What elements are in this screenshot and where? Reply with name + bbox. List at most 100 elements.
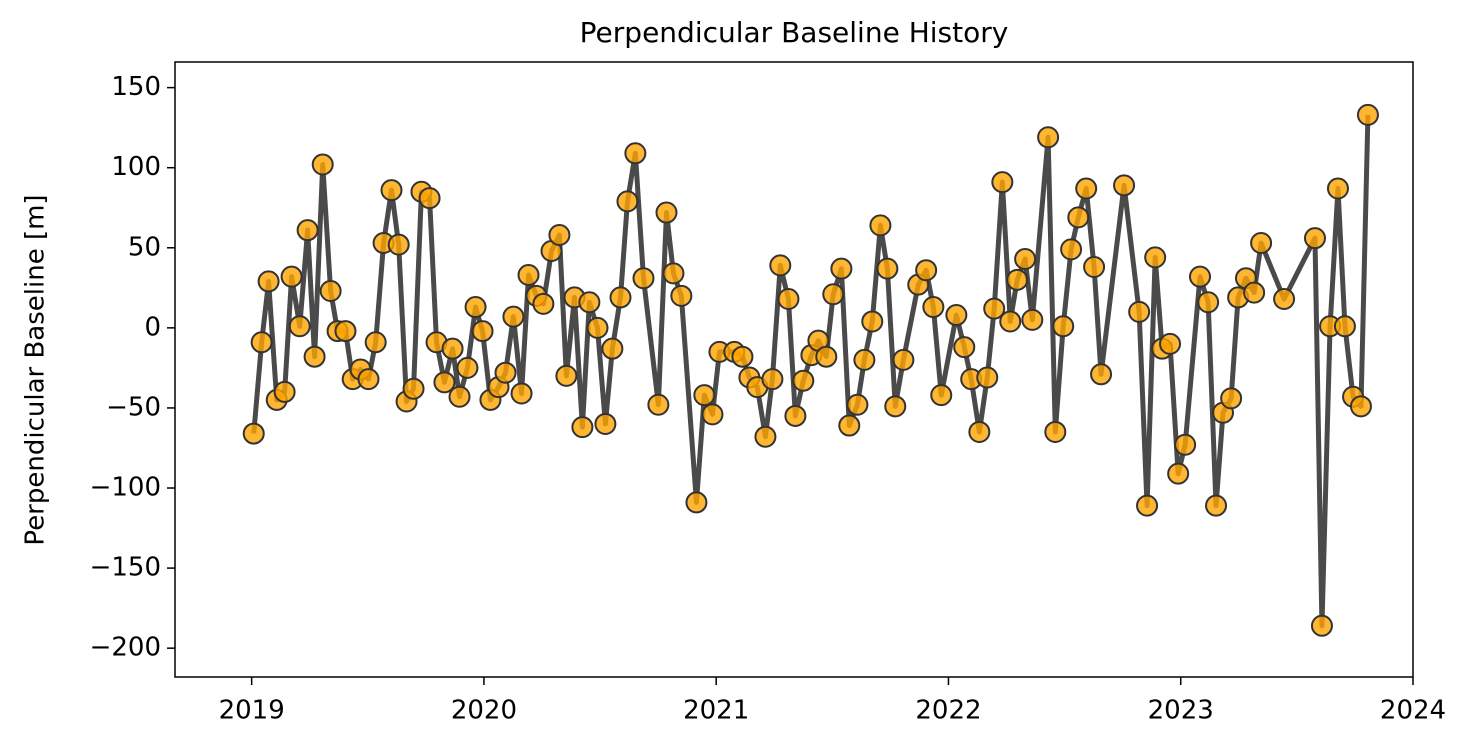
data-point bbox=[1083, 256, 1106, 278]
data-point bbox=[357, 368, 380, 391]
data-point bbox=[1128, 300, 1151, 323]
data-point bbox=[433, 371, 456, 394]
data-point bbox=[1197, 291, 1220, 314]
data-point bbox=[769, 254, 792, 277]
data-point bbox=[334, 320, 357, 343]
data-point bbox=[1159, 332, 1182, 355]
baseline-line bbox=[251, 114, 1371, 629]
data-point bbox=[616, 190, 639, 213]
y-tick-label: −200 bbox=[90, 633, 161, 663]
data-point bbox=[922, 296, 945, 319]
data-point bbox=[701, 403, 724, 426]
data-point bbox=[976, 366, 999, 389]
data-point bbox=[402, 377, 425, 400]
data-point bbox=[280, 265, 303, 288]
data-point bbox=[991, 171, 1014, 194]
data-point bbox=[1067, 206, 1090, 229]
data-point bbox=[303, 345, 326, 368]
data-point bbox=[632, 267, 655, 290]
data-point bbox=[1326, 177, 1349, 200]
data-point bbox=[731, 345, 754, 368]
data-point bbox=[532, 292, 555, 315]
data-point bbox=[387, 233, 410, 256]
data-point bbox=[364, 331, 387, 354]
x-tick-label: 2022 bbox=[915, 696, 981, 726]
data-point bbox=[670, 284, 693, 307]
x-tick-label: 2024 bbox=[1380, 696, 1446, 726]
data-point bbox=[983, 297, 1006, 320]
data-point bbox=[1144, 246, 1167, 269]
data-point bbox=[693, 384, 716, 407]
data-point bbox=[655, 201, 678, 224]
data-point bbox=[448, 385, 471, 408]
data-point bbox=[464, 296, 487, 319]
data-point bbox=[876, 257, 899, 280]
data-point bbox=[1090, 363, 1113, 386]
data-point bbox=[242, 422, 265, 445]
data-point bbox=[571, 416, 594, 439]
data-point bbox=[1220, 387, 1243, 410]
y-tick-label: 50 bbox=[128, 232, 161, 262]
data-point bbox=[548, 223, 571, 246]
data-point bbox=[1014, 247, 1037, 270]
data-point bbox=[456, 356, 479, 379]
data-point bbox=[853, 348, 876, 371]
data-point bbox=[754, 425, 777, 448]
data-point bbox=[930, 384, 953, 407]
data-point bbox=[609, 286, 632, 309]
data-point bbox=[761, 368, 784, 391]
data-point bbox=[1136, 494, 1159, 517]
data-point bbox=[968, 420, 991, 443]
data-point bbox=[861, 310, 884, 333]
data-point bbox=[273, 380, 296, 403]
data-point bbox=[601, 337, 624, 360]
data-point bbox=[578, 291, 601, 314]
plot-frame bbox=[174, 61, 1414, 678]
data-point bbox=[1205, 494, 1228, 517]
data-point bbox=[784, 404, 807, 427]
data-point bbox=[846, 393, 869, 416]
data-point bbox=[1310, 614, 1333, 637]
data-point bbox=[1021, 308, 1044, 331]
data-point bbox=[1075, 177, 1098, 200]
data-point bbox=[822, 283, 845, 306]
data-point bbox=[1189, 265, 1212, 288]
data-point bbox=[319, 280, 342, 303]
y-axis-label: Perpendicular Baseline [m] bbox=[21, 194, 51, 545]
data-point bbox=[1037, 126, 1060, 149]
data-point bbox=[494, 361, 517, 384]
y-tick-label: −100 bbox=[90, 473, 161, 503]
y-tick-label: −50 bbox=[106, 392, 161, 422]
data-point bbox=[257, 270, 280, 293]
data-point bbox=[1356, 103, 1379, 126]
data-point bbox=[471, 320, 494, 343]
data-point bbox=[502, 305, 525, 328]
data-point bbox=[1303, 227, 1326, 250]
data-point bbox=[777, 288, 800, 311]
data-point bbox=[792, 369, 815, 392]
data-point bbox=[999, 310, 1022, 333]
x-tick-label: 2023 bbox=[1148, 696, 1214, 726]
data-point bbox=[1060, 238, 1083, 261]
data-point bbox=[296, 219, 319, 242]
y-tick-label: 150 bbox=[111, 72, 161, 102]
data-point bbox=[1006, 268, 1029, 291]
data-point bbox=[838, 414, 861, 437]
data-point bbox=[555, 364, 578, 387]
data-point bbox=[1273, 288, 1296, 311]
data-point bbox=[624, 142, 647, 165]
data-point bbox=[869, 214, 892, 237]
data-point bbox=[647, 393, 670, 416]
y-tick-label: 0 bbox=[144, 312, 161, 342]
y-tick-label: 100 bbox=[111, 152, 161, 182]
data-point bbox=[1349, 395, 1372, 418]
data-point bbox=[1052, 315, 1075, 338]
data-point bbox=[1113, 174, 1136, 197]
x-tick-label: 2020 bbox=[451, 696, 517, 726]
data-point bbox=[418, 187, 441, 210]
chart-title: Perpendicular Baseline History bbox=[580, 16, 1009, 49]
data-point bbox=[953, 336, 976, 359]
data-point bbox=[662, 262, 685, 285]
data-point bbox=[311, 153, 334, 176]
